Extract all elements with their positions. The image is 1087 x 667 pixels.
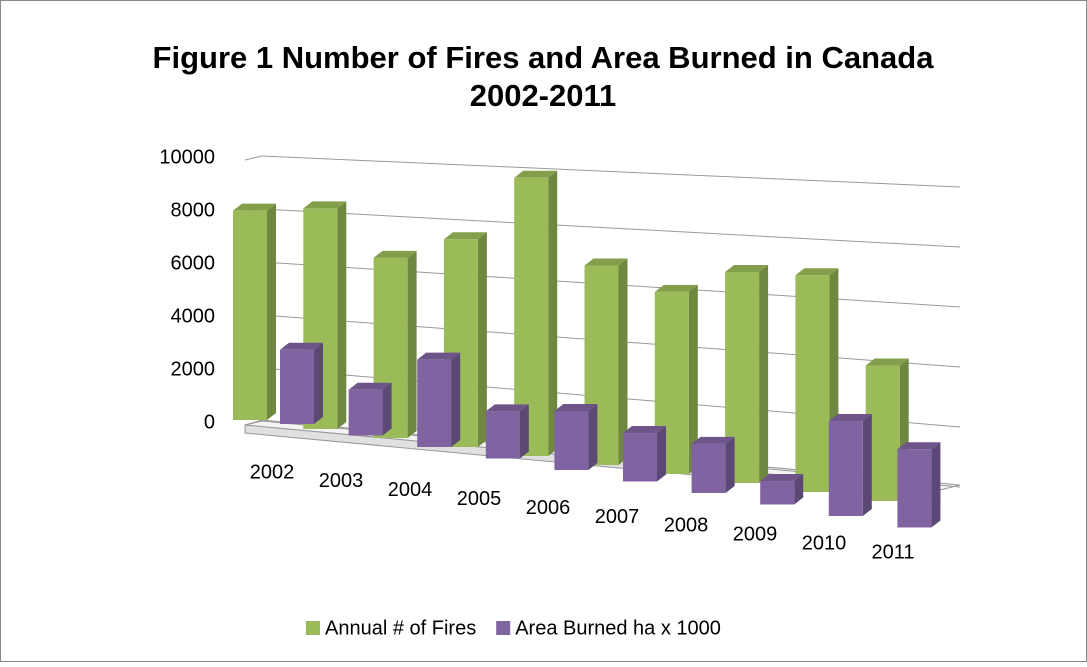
x-tick-label: 2011: [871, 541, 914, 563]
legend-label: Annual # of Fires: [325, 617, 476, 639]
bar-top: [233, 203, 276, 211]
bar-side: [548, 170, 558, 456]
x-tick-label: 2005: [457, 488, 502, 510]
x-tick-label: 2003: [319, 470, 364, 492]
x-tick-label: 2008: [664, 515, 709, 537]
bar-top: [280, 342, 323, 350]
bar-front: [623, 433, 657, 482]
bar-front: [828, 420, 863, 516]
bar-side: [382, 382, 392, 436]
chart-title: 2002-2011: [470, 78, 617, 113]
bar-side: [314, 342, 323, 424]
legend-swatch: [306, 621, 320, 635]
bar-top: [795, 268, 839, 276]
x-tick-label: 2007: [595, 506, 640, 528]
bar: [760, 474, 804, 505]
bar-top: [348, 382, 392, 390]
legend-label: Area Burned ha x 1000: [515, 617, 721, 639]
bar-side: [794, 474, 804, 505]
bar-top: [691, 436, 735, 444]
bar-side: [862, 413, 872, 516]
bar: [554, 403, 598, 470]
x-tick-label: 2010: [802, 532, 847, 554]
y-tick-label: 2000: [171, 358, 216, 380]
bar-side: [931, 442, 941, 528]
bar: [417, 352, 461, 447]
legend: Annual # of Fires Area Burned ha x 1000: [306, 617, 721, 639]
bar-top: [828, 413, 872, 421]
bar-front: [554, 410, 589, 470]
grid-line: [244, 155, 263, 161]
bar-side: [451, 352, 461, 447]
bar-side: [337, 201, 347, 429]
bar-front: [417, 359, 452, 447]
bar-front: [348, 389, 383, 436]
bar-top: [584, 258, 628, 266]
bar-front: [485, 411, 520, 459]
bar-side: [519, 404, 529, 459]
bar-side: [407, 250, 417, 438]
bar-top: [760, 474, 804, 482]
x-tick-label: 2002: [250, 461, 295, 483]
legend-swatch: [496, 621, 511, 635]
x-tick-label: 2009: [733, 524, 778, 546]
bar-top: [514, 170, 558, 178]
bar-front: [760, 481, 795, 505]
bar-front: [233, 210, 267, 420]
y-tick-label: 4000: [171, 305, 216, 327]
x-tick-label: 2006: [526, 497, 571, 519]
bar: [828, 413, 872, 516]
bar-top: [725, 265, 769, 273]
chart-title: Figure 1 Number of Fires and Area Burned…: [153, 40, 935, 75]
bar-top: [897, 442, 941, 450]
y-tick-label: 0: [204, 411, 215, 433]
bar-top: [623, 426, 666, 434]
bar-top: [443, 232, 487, 240]
bar-front: [795, 275, 830, 492]
bar-side: [267, 203, 276, 420]
bar-top: [554, 403, 598, 411]
bar-side: [657, 426, 666, 482]
grid-line: [261, 208, 961, 248]
bar: [623, 426, 666, 482]
bar-side: [588, 403, 598, 470]
bar-top: [417, 352, 461, 360]
bar-front: [280, 349, 314, 424]
y-tick-label: 10000: [159, 146, 215, 168]
y-tick-label: 6000: [171, 252, 216, 274]
bar-top: [485, 404, 529, 412]
bar-front: [691, 443, 726, 493]
x-tick-label: 2004: [388, 479, 433, 501]
grid-line: [261, 155, 961, 188]
bar-side: [477, 232, 487, 447]
bar: [348, 382, 392, 436]
bar: [691, 436, 735, 493]
y-tick-label: 8000: [171, 199, 216, 221]
bar-top: [303, 201, 347, 209]
bar: [280, 342, 323, 424]
bar-top: [654, 284, 698, 292]
bar: [233, 203, 276, 420]
bar-top: [865, 358, 909, 366]
bar-front: [897, 449, 932, 528]
bar-side: [759, 265, 769, 483]
bar: [897, 442, 941, 528]
bar-side: [688, 284, 698, 474]
bar: [485, 404, 529, 459]
bar-side: [725, 436, 735, 493]
bar-top: [373, 250, 417, 258]
grid-line: [244, 420, 263, 426]
bar-side: [618, 258, 628, 465]
